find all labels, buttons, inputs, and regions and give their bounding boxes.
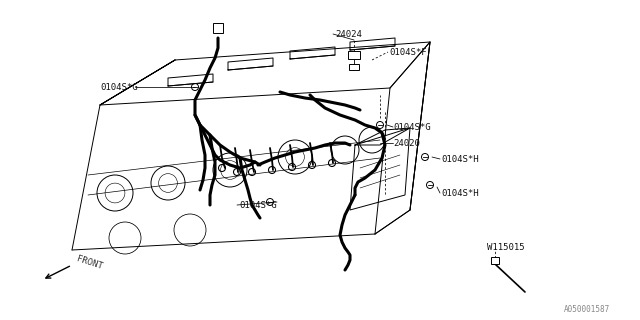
FancyBboxPatch shape — [491, 257, 499, 264]
Text: 24024: 24024 — [335, 29, 362, 38]
FancyBboxPatch shape — [348, 51, 360, 59]
Text: 0104S*G: 0104S*G — [393, 123, 431, 132]
Text: 24020: 24020 — [393, 139, 420, 148]
Text: W115015: W115015 — [487, 243, 525, 252]
Text: FRONT: FRONT — [75, 255, 103, 271]
Text: 0104S*H: 0104S*H — [441, 155, 479, 164]
FancyBboxPatch shape — [213, 23, 223, 33]
Text: 0104S*H: 0104S*H — [441, 188, 479, 197]
Text: 0104S*G: 0104S*G — [239, 201, 276, 210]
Text: A050001587: A050001587 — [564, 305, 610, 314]
Text: 0104S*F: 0104S*F — [389, 47, 427, 57]
Text: 0104S*G: 0104S*G — [100, 83, 138, 92]
FancyBboxPatch shape — [349, 64, 359, 70]
